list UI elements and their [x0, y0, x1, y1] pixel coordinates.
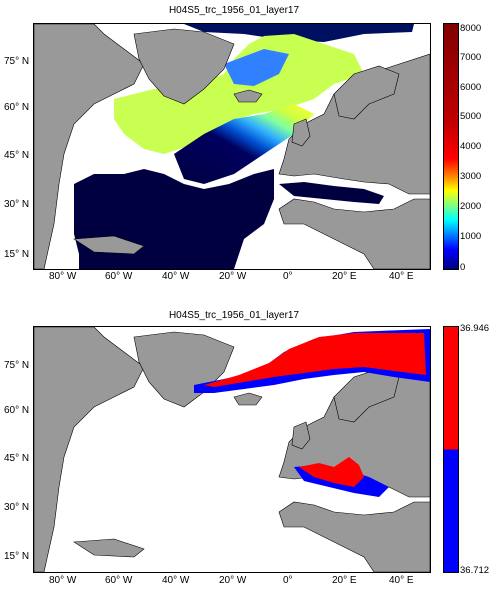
panel1-blue-tongue	[224, 49, 289, 86]
panel2-lat-label: 45° N	[4, 453, 30, 464]
panel1-map-svg	[34, 24, 430, 269]
panel1-lon-label: 40° W	[162, 271, 190, 282]
panel1-uk	[291, 118, 311, 147]
panel2-north-america	[34, 327, 145, 572]
panel1-iceland	[233, 89, 263, 103]
panel2-scandinavia	[333, 368, 400, 423]
panel1-transition-field	[174, 104, 314, 184]
panel2-lat-label: 75° N	[4, 360, 30, 371]
panel1-lat-label: 45° N	[4, 150, 30, 161]
panel2-colorbar-top-label: 36.946	[460, 323, 490, 334]
panel1-mediterranean	[279, 182, 384, 204]
panel1-colorbar-tick: 1000	[460, 231, 482, 242]
panel1-map	[33, 23, 431, 270]
panel2-lon-label: 40° E	[389, 575, 414, 586]
panel2-colorbar	[443, 326, 459, 573]
panel2-lon-label: 60° W	[105, 575, 133, 586]
panel2-lon-label: 80° W	[49, 575, 77, 586]
panel1-colorbar	[443, 23, 459, 270]
panel1-colorbar-tick: 2000	[460, 201, 482, 212]
panel1-colorbar-tick: 8000	[460, 23, 482, 34]
panel2-greenland	[133, 331, 235, 408]
panel2-lon-label: 40° W	[162, 575, 190, 586]
panel1-lon-label: 0°	[283, 271, 293, 282]
panel1-north-america	[34, 24, 145, 269]
panel2-map	[33, 326, 431, 573]
panel1-lon-label: 20° E	[332, 271, 357, 282]
panel1-colorbar-tick: 5000	[460, 111, 482, 122]
panel1-lon-label: 40° E	[389, 271, 414, 282]
panel2-lon-label: 20° E	[332, 575, 357, 586]
panel2-colorbar-bottom-label: 36.712	[460, 565, 490, 576]
panel2-med-high	[299, 457, 364, 487]
panel1-colorbar-tick: 6000	[460, 82, 482, 93]
panel2-iceland	[233, 392, 263, 406]
panel1-colorbar-tick: 0	[460, 262, 466, 273]
panel1-lat-label: 30° N	[4, 199, 30, 210]
panel2-arctic-high	[204, 333, 426, 387]
panel1-title: H04S5_trc_1956_01_layer17	[168, 5, 300, 16]
panel1-lon-label: 60° W	[105, 271, 133, 282]
panel2-lat-label: 15° N	[4, 551, 30, 562]
panel1-greenland	[133, 28, 235, 105]
panel2-lon-label: 0°	[283, 575, 293, 586]
panel1-caribbean	[73, 235, 145, 255]
panel1-lon-label: 80° W	[49, 271, 77, 282]
panel1-arctic-band	[184, 24, 414, 42]
panel1-scandinavia	[333, 65, 400, 120]
panel1-lat-label: 75° N	[4, 56, 30, 67]
panel2-lon-label: 20° W	[219, 575, 247, 586]
panel2-lat-label: 60° N	[4, 405, 30, 416]
panel1-deep-ocean	[74, 169, 274, 269]
panel1-lat-label: 15° N	[4, 249, 30, 260]
panel1-colorbar-tick: 3000	[460, 171, 482, 182]
panel1-lon-label: 20° W	[219, 271, 247, 282]
panel1-lat-label: 60° N	[4, 102, 30, 113]
panel2-caribbean	[73, 538, 145, 558]
panel2-uk	[291, 421, 311, 450]
panel1-colorbar-tick: 4000	[460, 141, 482, 152]
panel2-lat-label: 30° N	[4, 502, 30, 513]
panel2-title: H04S5_trc_1956_01_layer17	[168, 310, 300, 321]
panel2-map-svg	[34, 327, 430, 572]
panel1-colorbar-tick: 7000	[460, 52, 482, 63]
